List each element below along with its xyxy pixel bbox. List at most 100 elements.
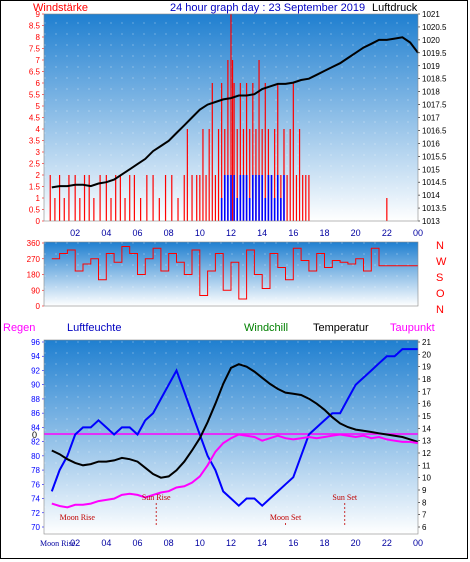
wind-tick-label: 0.5 [29, 206, 41, 215]
temperature-tick-label: 8 [422, 498, 427, 507]
pressure-tick-label: 1013.5 [422, 204, 447, 213]
x-tick-label: 06 [132, 538, 142, 548]
humidity-tick-label: 90 [31, 381, 40, 390]
wind-tick-label: 8.5 [29, 22, 41, 31]
x-tick-label: 10 [195, 228, 205, 238]
humidity-tick-label: 70 [31, 523, 40, 532]
wind-tick-label: 7 [36, 56, 41, 65]
direction-tick-label: 360 [27, 239, 41, 248]
x-tick-label: 20 [351, 228, 361, 238]
humidity-tick-label: 78 [31, 466, 40, 475]
wind-axis-title: Windstärke [33, 2, 88, 14]
wind-tick-label: 4.5 [29, 114, 41, 123]
panel1-x-ticks: 02 04 06 08 10 12 14 16 18 20 22 00 [70, 228, 423, 238]
compass-label: N [436, 304, 444, 316]
pressure-tick-label: 1015.5 [422, 152, 447, 161]
wind-tick-label: 3 [36, 148, 41, 157]
direction-axis-ticks: 0 90 180 270 360 [27, 239, 44, 311]
compass-label: O [436, 288, 445, 300]
temperature-tick-label: 17 [422, 387, 431, 396]
x-tick-label: 20 [351, 538, 361, 548]
annotation-label: Moon Set [270, 513, 302, 522]
temperature-tick-label: 18 [422, 375, 431, 384]
temperature-tick-label: 6 [422, 523, 427, 532]
humidity-tick-label: 86 [31, 409, 40, 418]
pressure-tick-label: 1013 [422, 217, 440, 226]
humidity-tick-label: 76 [31, 480, 40, 489]
wind-tick-label: 3.5 [29, 137, 41, 146]
pressure-line [51, 36, 419, 189]
temperature-tick-label: 20 [422, 350, 431, 359]
wind-tick-label: 2 [36, 171, 41, 180]
wind-axis-ticks: 0 0.5 1 1.5 2 2.5 3 3.5 4 4.5 5 5.5 6 6.5 7 7.5 8 8.5 9 [29, 10, 44, 226]
x-tick-label: 18 [319, 538, 329, 548]
panel3-x-ticks: 02 04 06 08 10 12 14 16 18 20 22 00 [70, 538, 423, 548]
dewpoint-line [51, 433, 419, 509]
pressure-tick-label: 1016.5 [422, 126, 447, 135]
humidity-line [50, 348, 418, 508]
x-tick-label: 02 [70, 228, 80, 238]
wind-tick-label: 6.5 [29, 68, 41, 77]
temperature-tick-label: 16 [422, 400, 431, 409]
rain-zero-label: 0 [32, 430, 37, 440]
temperature-tick-label: 7 [422, 511, 427, 520]
pressure-axis-ticks: 1013 1013.5 1014 1014.5 1015 1015.5 1016 1016.5… [418, 10, 447, 226]
humidity-tick-label: 84 [31, 423, 40, 432]
humidity-tick-label: 82 [31, 438, 40, 447]
temperature-tick-label: 12 [422, 449, 431, 458]
legend-temperature: Temperatur [313, 322, 369, 334]
legend-humidity: Luftfeuchte [67, 322, 121, 334]
pressure-tick-label: 1014.5 [422, 178, 447, 187]
x-tick-label: 04 [101, 538, 111, 548]
wind-tick-label: 2.5 [29, 160, 41, 169]
x-tick-label: 22 [382, 538, 392, 548]
temperature-line [51, 363, 419, 479]
pressure-tick-label: 1017.5 [422, 101, 447, 110]
temperature-tick-label: 14 [422, 424, 431, 433]
wind-tick-label: 8 [36, 33, 41, 42]
pressure-tick-label: 1017 [422, 114, 440, 123]
x-tick-label: 14 [257, 538, 267, 548]
sun-moon-annotations: Sun Rise Sun Set Moon Rise Moon Set Moon Ris… [40, 493, 358, 548]
temperature-tick-label: 10 [422, 474, 431, 483]
wind-tick-label: 1 [36, 194, 41, 203]
wind-tick-label: 5 [36, 102, 41, 111]
legend-windchill: Windchill [244, 322, 288, 334]
legend-rain: Regen [3, 322, 35, 334]
annotation-label: Moon Rise [60, 513, 96, 522]
humidity-tick-label: 72 [31, 509, 40, 518]
x-tick-label: 06 [132, 228, 142, 238]
humidity-axis-ticks: 70 72 74 76 78 80 82 84 86 88 90 92 94 96 [31, 338, 44, 532]
x-tick-label: 16 [288, 228, 298, 238]
pressure-tick-label: 1015 [422, 165, 440, 174]
direction-line [51, 246, 418, 300]
direction-tick-label: 0 [36, 302, 41, 311]
pressure-axis-title: Luftdruck [372, 2, 418, 14]
humidity-tick-label: 88 [31, 395, 40, 404]
graph-title: 24 hour graph day : 23 September 2019 [170, 2, 365, 14]
x-tick-label: 08 [164, 228, 174, 238]
temperature-tick-label: 15 [422, 412, 431, 421]
x-tick-label: 12 [226, 538, 236, 548]
wind-pressure-panel: 0 0.5 1 1.5 2 2.5 3 3.5 4 4.5 5 5.5 6 6.5 7 7.5 8 8.5 9 10… [29, 10, 447, 238]
wind-tick-label: 9 [36, 10, 41, 19]
x-tick-label: 14 [257, 228, 267, 238]
pressure-tick-label: 1020.5 [422, 23, 447, 32]
pressure-tick-label: 1014 [422, 191, 440, 200]
direction-tick-label: 180 [27, 271, 41, 280]
x-tick-label: 04 [101, 228, 111, 238]
humidity-tick-label: 94 [31, 352, 40, 361]
temperature-tick-label: 13 [422, 437, 431, 446]
temperature-tick-label: 19 [422, 363, 431, 372]
compass-label: S [436, 272, 443, 284]
annotation-label: Moon Rise [40, 539, 76, 548]
x-tick-label: 00 [413, 538, 423, 548]
compass-label: W [436, 256, 447, 268]
humidity-tick-label: 80 [31, 452, 40, 461]
annotation-label: Sun Rise [142, 493, 171, 502]
pressure-tick-label: 1018 [422, 88, 440, 97]
compass-label: N [436, 240, 444, 252]
x-tick-label: 10 [195, 538, 205, 548]
